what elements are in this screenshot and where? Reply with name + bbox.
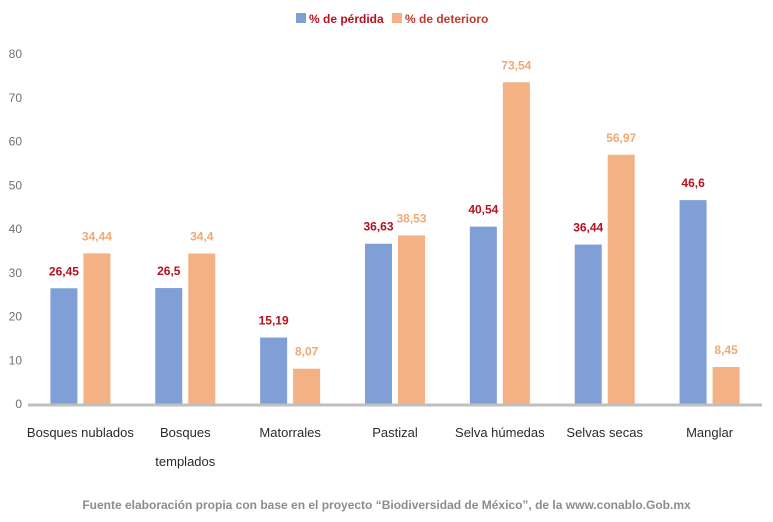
data-label-perdida: 26,45 xyxy=(49,264,79,278)
category-label: Manglar xyxy=(686,425,734,440)
y-tick-label: 60 xyxy=(9,135,23,149)
y-tick-label: 20 xyxy=(9,310,23,324)
bar-deterioro xyxy=(293,368,321,404)
data-label-perdida: 15,19 xyxy=(259,314,289,328)
data-label-perdida: 46,6 xyxy=(681,176,705,190)
legend-swatch-perdida xyxy=(296,13,306,23)
y-tick-label: 40 xyxy=(9,222,23,236)
bar-deterioro xyxy=(398,235,425,404)
y-tick-label: 0 xyxy=(15,397,22,411)
category-label: Matorrales xyxy=(259,425,321,440)
y-tick-label: 50 xyxy=(9,178,23,192)
data-label-deterioro: 38,53 xyxy=(396,211,426,225)
data-label-deterioro: 34,44 xyxy=(82,229,112,243)
category-label: Selvas secas xyxy=(566,425,643,440)
source-note: Fuente elaboración propia con base en el… xyxy=(82,498,691,512)
data-label-deterioro: 56,97 xyxy=(606,131,636,145)
bar-perdida xyxy=(50,288,78,404)
category-label: Bosques nublados xyxy=(27,425,134,440)
y-tick-label: 70 xyxy=(9,91,23,105)
legend-label-deterioro: % de deterioro xyxy=(405,12,488,26)
bar-deterioro xyxy=(712,367,740,404)
data-label-perdida: 40,54 xyxy=(468,203,498,217)
data-label-deterioro: 8,45 xyxy=(714,343,738,357)
data-label-deterioro: 34,4 xyxy=(190,230,214,244)
y-tick-label: 10 xyxy=(9,353,23,367)
bar-chart: % de pérdida % de deterioro 0 10 20 30 40 50 60 7… xyxy=(9,12,762,469)
bar-deterioro xyxy=(83,253,111,404)
data-label-deterioro: 73,54 xyxy=(501,58,531,72)
bar-perdida xyxy=(365,243,392,404)
category-label: templados xyxy=(155,454,215,469)
data-label-perdida: 36,44 xyxy=(573,221,603,235)
y-tick-label: 30 xyxy=(9,266,23,280)
data-label-perdida: 26,5 xyxy=(157,264,181,278)
bar-deterioro xyxy=(607,154,635,404)
legend-label-perdida: % de pérdida xyxy=(309,12,384,26)
bar-perdida xyxy=(679,200,707,404)
bar-perdida xyxy=(260,337,288,404)
category-label: Pastizal xyxy=(372,425,418,440)
data-label-deterioro: 8,07 xyxy=(295,345,319,359)
y-tick-label: 80 xyxy=(9,47,23,61)
legend-swatch-deterioro xyxy=(392,13,402,23)
category-label: Bosques xyxy=(160,425,211,440)
bar-perdida xyxy=(574,244,602,404)
bar-perdida xyxy=(155,288,183,404)
bar-deterioro xyxy=(502,82,530,404)
bar-deterioro xyxy=(188,253,216,404)
data-label-perdida: 36,63 xyxy=(363,220,393,234)
bar-perdida xyxy=(469,226,497,404)
category-label: Selva húmedas xyxy=(455,425,545,440)
